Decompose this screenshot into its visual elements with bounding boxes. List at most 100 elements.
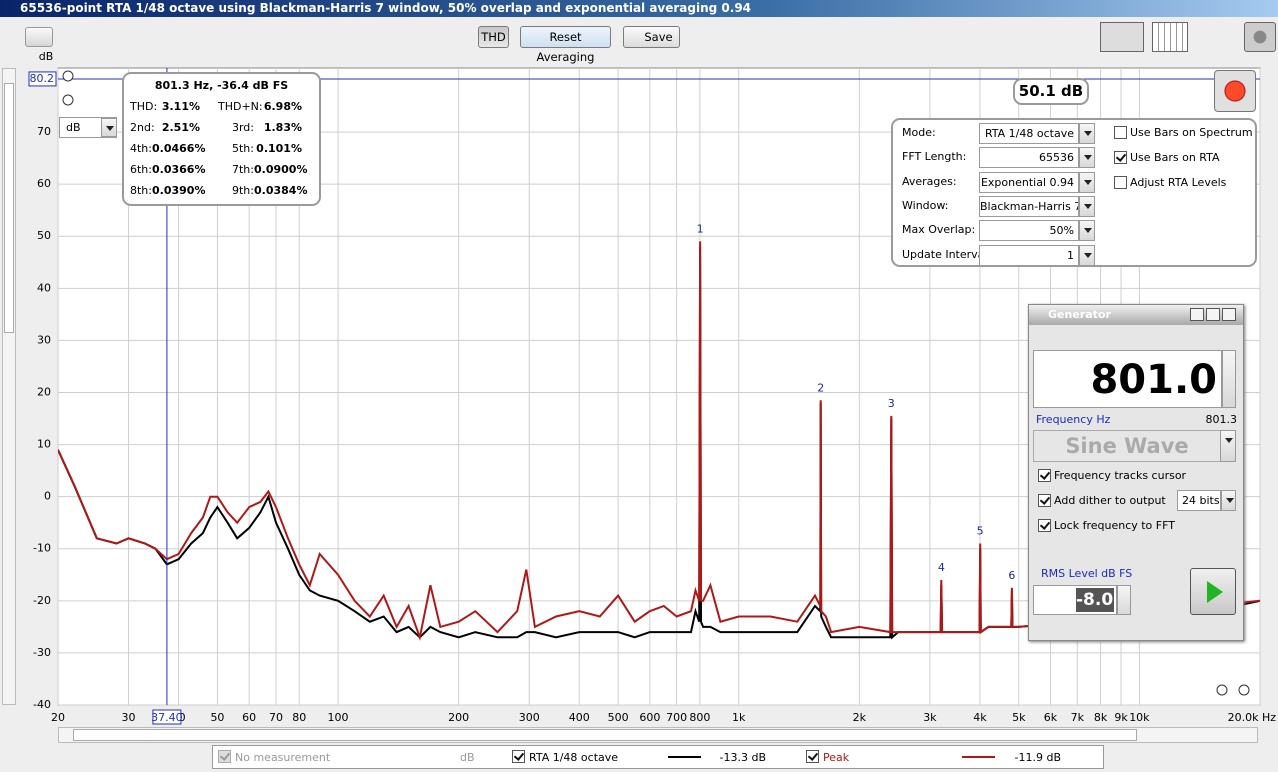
dropdown-arrow[interactable] <box>1079 244 1095 266</box>
thd-panel <box>122 72 321 206</box>
x-tick-label: 50 <box>210 711 224 724</box>
camera-button[interactable] <box>25 27 53 47</box>
x-tick-label: 9k <box>1114 711 1128 724</box>
legend-bar <box>212 745 1104 769</box>
y-tick-label: 30 <box>37 333 51 346</box>
thd-value: 2.51% <box>161 121 200 134</box>
record-button[interactable] <box>1214 70 1256 112</box>
setting-label: Update Interval: <box>902 247 992 261</box>
y-tick-label: -30 <box>33 646 51 659</box>
toolbar-button[interactable]: Save <box>623 26 680 48</box>
dropdown-arrow[interactable] <box>1079 147 1095 169</box>
thd-value: 0.101% <box>256 142 302 155</box>
dropdown-arrow[interactable] <box>1079 171 1095 193</box>
harmonic-label: 6 <box>1008 569 1015 582</box>
toolbar-button[interactable]: THD <box>478 26 509 48</box>
y-axis-unit: dB <box>39 50 54 63</box>
dropdown-arrow[interactable] <box>1221 490 1236 511</box>
settings-button[interactable] <box>1244 22 1276 52</box>
window-control[interactable] <box>1222 308 1236 321</box>
spinner[interactable] <box>1222 350 1236 408</box>
option-label: Add dither to output <box>1054 494 1166 507</box>
scroll-thumb[interactable] <box>73 729 1137 741</box>
setting-value[interactable]: Blackman-Harris 7 <box>979 195 1079 217</box>
thd-value: 0.0900% <box>254 163 308 176</box>
checkbox[interactable] <box>1114 126 1127 139</box>
zoom-icon <box>62 70 74 82</box>
thd-label: 6th: <box>130 163 152 176</box>
option-label: Use Bars on Spectrum <box>1130 126 1253 139</box>
level-readout: 50.1 dB <box>1013 78 1089 105</box>
layout-button[interactable] <box>1152 22 1188 52</box>
setting-label: Max Overlap: <box>902 223 976 237</box>
setting-value[interactable]: 50% <box>979 220 1079 242</box>
x-tick-label: 400 <box>569 711 590 724</box>
cursor-y-label: 80.2 <box>30 72 55 85</box>
checkbox[interactable] <box>1038 494 1051 507</box>
zoom-icon <box>1238 684 1250 696</box>
legend-label: RTA 1/48 octave <box>529 751 619 764</box>
zoom-icon <box>1216 684 1228 696</box>
v-scrollbar[interactable] <box>2 68 16 705</box>
window-control[interactable] <box>1206 308 1220 321</box>
x-tick-label: 4k <box>973 711 987 724</box>
setting-label: Window: <box>902 198 949 212</box>
legend-label: Peak <box>823 751 850 764</box>
level-value: -8.0 <box>1076 588 1114 612</box>
checkbox[interactable] <box>1114 151 1127 164</box>
toolbar-button[interactable]: Reset Averaging <box>520 26 611 64</box>
legend-swatch <box>962 756 995 758</box>
play-button[interactable] <box>1190 568 1236 615</box>
thd-label: 2nd: <box>130 121 155 134</box>
thd-label: 4th: <box>130 142 152 155</box>
harmonic-label: 2 <box>817 381 824 394</box>
x-tick-label: 70 <box>269 711 283 724</box>
x-tick-label: 800 <box>689 711 710 724</box>
setting-value[interactable]: Exponential 0.94 <box>979 171 1079 193</box>
thd-label: THD+N: <box>218 100 263 113</box>
dropdown-arrow[interactable] <box>101 118 117 137</box>
y-tick-label: 60 <box>37 177 51 190</box>
bits-dropdown[interactable]: 24 bits <box>1177 490 1221 511</box>
x-tick-label: 3k <box>923 711 937 724</box>
x-tick-label: 1k <box>732 711 746 724</box>
checkbox[interactable] <box>1114 176 1127 189</box>
thd-value: 0.0366% <box>152 163 206 176</box>
setting-value[interactable]: 65536 <box>979 147 1079 169</box>
thd-value: 0.0384% <box>254 184 308 197</box>
checkbox[interactable] <box>218 750 231 763</box>
cursor-label-box <box>28 71 57 87</box>
window-control[interactable] <box>1190 308 1204 321</box>
checkbox[interactable] <box>1038 519 1051 532</box>
harmonic-label: 4 <box>938 561 945 574</box>
setting-value[interactable]: RTA 1/48 octave <box>979 123 1079 144</box>
window-title: 65536-point RTA 1/48 octave using Blackm… <box>0 0 1278 17</box>
thd-value: 0.0390% <box>152 184 206 197</box>
signal-dropdown[interactable]: Sine Wave <box>1033 430 1221 462</box>
y-tick-label: -40 <box>33 698 51 711</box>
harmonic-label: 1 <box>697 222 704 235</box>
dropdown-arrow[interactable] <box>1079 220 1095 242</box>
generator-title: Generator <box>1048 308 1111 321</box>
layout-button[interactable] <box>1100 22 1144 52</box>
setting-value[interactable]: 1 <box>979 244 1079 266</box>
thd-value: 0.0466% <box>152 142 206 155</box>
frequency-label: Frequency Hz <box>1036 413 1111 426</box>
x-tick-label: 20 <box>51 711 65 724</box>
x-tick-label: 10k <box>1129 711 1150 724</box>
spinner[interactable] <box>1117 585 1131 615</box>
checkbox[interactable] <box>1038 469 1051 482</box>
y-tick-label: 70 <box>37 125 51 138</box>
harmonic-label: 5 <box>977 525 984 538</box>
checkbox[interactable] <box>806 750 819 763</box>
checkbox[interactable] <box>512 750 525 763</box>
dropdown-arrow[interactable] <box>1220 430 1236 462</box>
h-scrollbar[interactable] <box>58 727 1258 743</box>
scroll-thumb[interactable] <box>4 83 14 333</box>
setting-label: Averages: <box>902 174 957 188</box>
dropdown-arrow[interactable] <box>1079 123 1095 144</box>
dropdown-arrow[interactable] <box>1079 195 1095 217</box>
frequency-box[interactable]: 801.0 <box>1033 350 1222 408</box>
legend-label: No measurement <box>235 751 331 764</box>
